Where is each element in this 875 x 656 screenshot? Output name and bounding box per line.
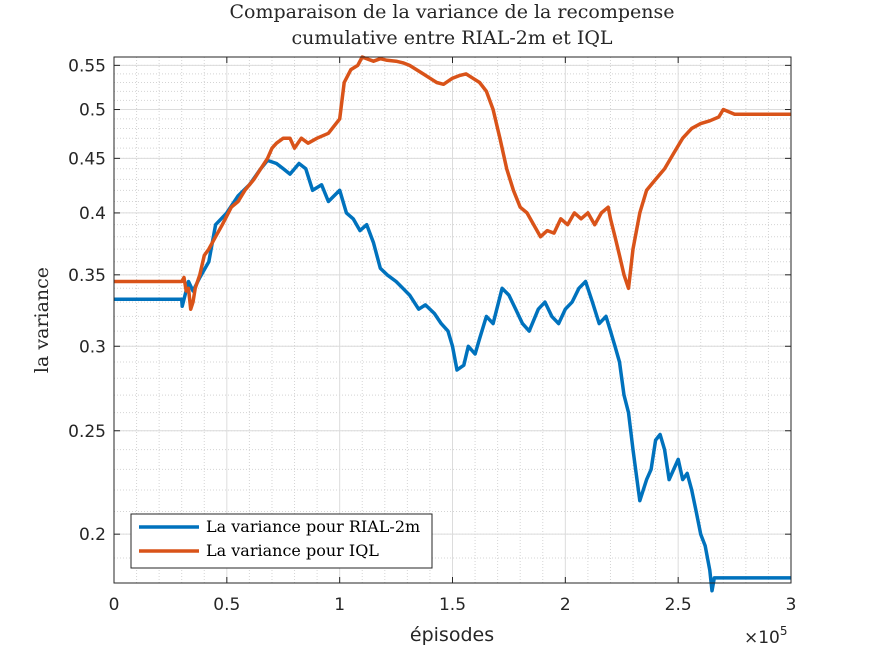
- x-tick-label: 2: [560, 595, 571, 615]
- x-axis-exponent-multiplier: ×105: [744, 624, 788, 648]
- legend-box: [130, 513, 433, 569]
- y-tick-label: 0.55: [68, 56, 106, 76]
- y-tick-label: 0.3: [79, 337, 106, 357]
- x-tick-label: 0: [109, 595, 120, 615]
- legend-label-iql: La variance pour IQL: [206, 541, 379, 560]
- y-axis-ticks: 0.2 0.25 0.3 0.35 0.4 0.45 0.5 0.55: [68, 56, 791, 545]
- y-tick-label: 0.5: [79, 101, 106, 121]
- x-tick-label: 3: [786, 595, 797, 615]
- x-tick-label: 1: [334, 595, 345, 615]
- chart-title-line-2: cumulative entre RIAL-2m et IQL: [291, 27, 612, 49]
- legend-label-rial-2m: La variance pour RIAL-2m: [206, 517, 420, 536]
- legend: La variance pour RIAL-2m La variance pou…: [130, 513, 433, 569]
- series-line-iql: [114, 55, 791, 311]
- y-tick-label: 0.45: [68, 149, 106, 169]
- chart-title-line-1: Comparaison de la variance de la recompe…: [230, 1, 675, 23]
- y-tick-label: 0.25: [68, 422, 106, 442]
- series-line-rial-2m: [114, 158, 791, 593]
- y-tick-label: 0.2: [79, 525, 106, 545]
- x-tick-label: 1.5: [439, 595, 466, 615]
- x-axis-ticks: 0 0.5 1 1.5 2 2.5 3: [109, 57, 797, 615]
- x-tick-label: 2.5: [665, 595, 692, 615]
- y-tick-label: 0.4: [79, 204, 106, 224]
- y-tick-label: 0.35: [68, 266, 106, 286]
- series-layer: [114, 55, 791, 593]
- y-axis-label: la variance: [31, 267, 53, 373]
- x-axis-label: épisodes: [410, 624, 494, 646]
- x-tick-label: 0.5: [213, 595, 240, 615]
